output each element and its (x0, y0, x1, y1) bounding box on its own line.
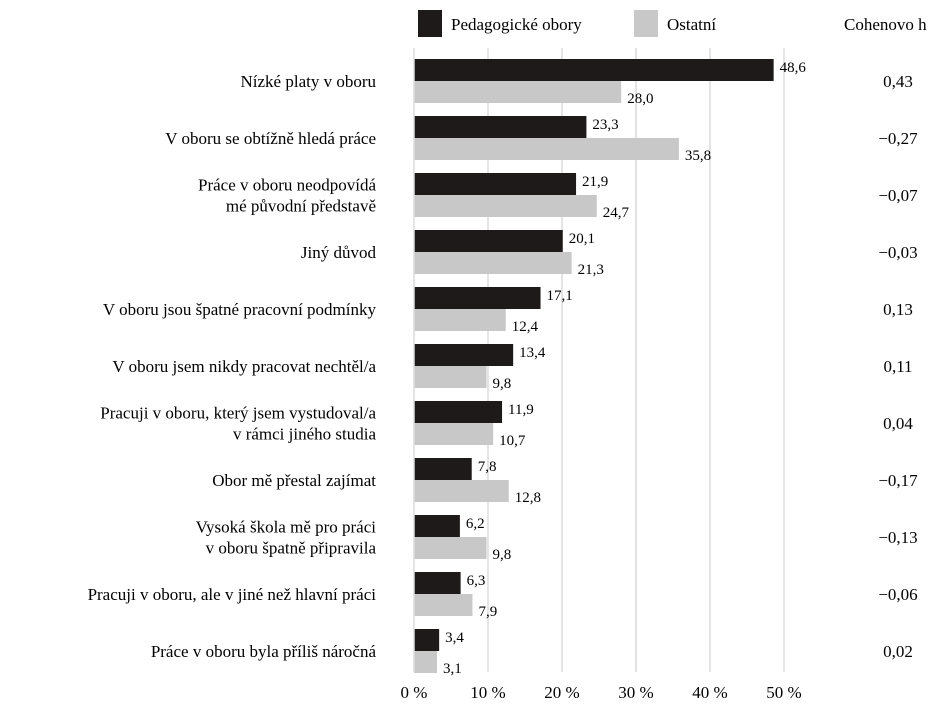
data-label: 23,3 (592, 117, 618, 133)
bar-pedagogicke (414, 515, 460, 537)
data-label: 28,0 (627, 91, 653, 107)
data-label: 12,4 (512, 319, 539, 335)
bar-pedagogicke (414, 116, 587, 138)
data-label: 3,4 (445, 630, 464, 646)
category-label: v oboru špatně připravila (206, 539, 377, 558)
bar-ostatni (414, 423, 494, 445)
legend-swatch-ostatni (634, 10, 658, 37)
data-label: 11,9 (508, 402, 534, 418)
bar-pedagogicke (414, 344, 514, 366)
bar-ostatni (414, 195, 597, 217)
cohen-h-header: Cohenovo h (844, 15, 927, 34)
cohen-h-value: −0,17 (878, 471, 918, 490)
data-label: 20,1 (569, 231, 595, 247)
category-label: Práce v oboru neodpovídá (198, 176, 376, 195)
data-label: 9,8 (493, 376, 512, 392)
bar-ostatni (414, 537, 487, 559)
category-label: Pracuji v oboru, který jsem vystudoval/a (100, 404, 376, 423)
category-label: V oboru jsem nikdy pracovat nechtěl/a (112, 357, 376, 376)
bar-ostatni (414, 651, 437, 673)
data-label: 3,1 (443, 661, 462, 677)
bar-pedagogicke (414, 59, 774, 81)
data-label: 35,8 (685, 148, 711, 164)
data-label: 6,2 (466, 516, 485, 532)
bar-ostatni (414, 594, 473, 616)
cohen-h-value: −0,27 (878, 129, 918, 148)
bar-pedagogicke (414, 572, 461, 594)
x-tick-label: 0 % (401, 683, 428, 702)
data-label: 24,7 (603, 205, 630, 221)
data-label: 12,8 (515, 490, 541, 506)
category-label: mé původní představě (226, 197, 376, 216)
category-label: Nízké platy v oboru (241, 72, 377, 91)
bar-pedagogicke (414, 401, 503, 423)
category-label: Pracuji v oboru, ale v jiné než hlavní p… (88, 585, 377, 604)
cohen-h-value: 0,04 (883, 414, 913, 433)
cohen-h-value: 0,13 (883, 300, 913, 319)
x-tick-label: 40 % (692, 683, 727, 702)
x-tick-label: 10 % (470, 683, 505, 702)
cohen-h-value: −0,13 (878, 528, 917, 547)
data-label: 21,9 (582, 174, 608, 190)
bar-pedagogicke (414, 629, 440, 651)
data-label: 9,8 (493, 547, 512, 563)
bar-pedagogicke (414, 287, 541, 309)
bar-ostatni (414, 309, 506, 331)
data-label: 10,7 (499, 433, 526, 449)
data-label: 17,1 (547, 288, 573, 304)
data-label: 7,8 (478, 459, 497, 475)
cohen-h-value: 0,11 (883, 357, 912, 376)
x-tick-label: 50 % (766, 683, 801, 702)
data-label: 21,3 (578, 262, 604, 278)
category-label: Jiný důvod (301, 243, 377, 262)
category-label: Práce v oboru byla příliš náročná (151, 642, 377, 661)
cohen-h-value: −0,03 (878, 243, 917, 262)
bar-ostatni (414, 81, 622, 103)
bar-pedagogicke (414, 230, 563, 252)
cohen-h-value: 0,02 (883, 642, 913, 661)
legend-swatch-pedagogicke (418, 10, 442, 37)
bar-ostatni (414, 252, 572, 274)
data-label: 6,3 (467, 573, 486, 589)
bar-pedagogicke (414, 173, 577, 195)
x-tick-label: 30 % (618, 683, 653, 702)
legend-label-pedagogicke: Pedagogické obory (451, 15, 582, 34)
data-label: 7,9 (478, 604, 497, 620)
bar-ostatni (414, 366, 487, 388)
data-label: 13,4 (519, 345, 546, 361)
category-label: Obor mě přestal zajímat (212, 471, 376, 490)
legend-label-ostatni: Ostatní (667, 15, 716, 34)
cohen-h-value: −0,07 (878, 186, 918, 205)
cohen-h-value: −0,06 (878, 585, 917, 604)
data-label: 48,6 (780, 60, 807, 76)
x-tick-label: 20 % (544, 683, 579, 702)
category-label: v rámci jiného studia (233, 425, 377, 444)
cohen-h-value: 0,43 (883, 72, 913, 91)
bar-ostatni (414, 480, 509, 502)
bar-ostatni (414, 138, 679, 160)
category-label: V oboru jsou špatné pracovní podmínky (103, 300, 377, 319)
bar-pedagogicke (414, 458, 472, 480)
category-label: V oboru se obtížně hledá práce (165, 129, 376, 148)
category-label: Vysoká škola mě pro práci (196, 518, 377, 537)
